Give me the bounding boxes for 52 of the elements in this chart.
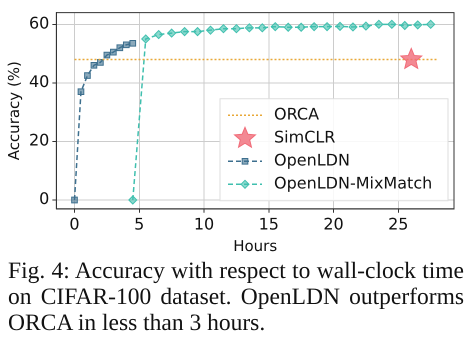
point bbox=[348, 22, 358, 32]
point bbox=[284, 22, 293, 32]
x-tick-label: 15 bbox=[258, 214, 279, 234]
point bbox=[116, 44, 124, 52]
legend-label: ORCA bbox=[274, 104, 320, 124]
y-tick-label: 60 bbox=[29, 13, 50, 32]
point bbox=[400, 48, 422, 69]
point bbox=[374, 20, 384, 29]
point bbox=[400, 20, 410, 30]
point bbox=[361, 22, 370, 31]
point bbox=[193, 27, 202, 36]
x-axis-title: Hours bbox=[233, 236, 278, 255]
legend-label: OpenLDN bbox=[274, 150, 350, 170]
point bbox=[296, 22, 306, 32]
point bbox=[218, 24, 228, 34]
point bbox=[310, 22, 319, 32]
point bbox=[110, 48, 117, 56]
y-tick-label: 0 bbox=[39, 189, 50, 208]
point bbox=[244, 23, 254, 32]
y-axis-title: Accuracy (%) bbox=[4, 61, 23, 160]
x-tick-label: 5 bbox=[134, 214, 144, 234]
point bbox=[84, 72, 91, 79]
legend-label: OpenLDN-MixMatch bbox=[274, 173, 432, 192]
point bbox=[104, 52, 110, 58]
point bbox=[78, 88, 84, 95]
legend-label: SimCLR bbox=[274, 127, 336, 146]
x-tick-label: 10 bbox=[194, 214, 214, 234]
point bbox=[97, 59, 104, 66]
point bbox=[322, 22, 332, 32]
point bbox=[141, 34, 150, 44]
point bbox=[426, 20, 436, 29]
point bbox=[71, 196, 78, 204]
point bbox=[129, 40, 136, 47]
point bbox=[270, 22, 280, 32]
y-tick-label: 40 bbox=[29, 72, 50, 92]
caption: Fig. 4: Accuracy with respect to wall-clock time on CIFAR-100 dataset. OpenLDN outperforms ORCA in less than 3 hours. bbox=[8, 258, 464, 336]
point bbox=[387, 20, 396, 29]
x-tick-label: 0 bbox=[69, 214, 80, 234]
point bbox=[180, 27, 190, 36]
point bbox=[90, 62, 98, 69]
point bbox=[413, 20, 422, 30]
point bbox=[258, 23, 267, 32]
point bbox=[154, 30, 164, 40]
y-tick-label: 20 bbox=[29, 130, 50, 150]
x-tick-label: 25 bbox=[388, 214, 408, 234]
point bbox=[336, 22, 345, 31]
point bbox=[128, 196, 138, 205]
point bbox=[167, 28, 176, 38]
point bbox=[122, 41, 130, 48]
x-tick-label: 20 bbox=[323, 214, 344, 234]
point bbox=[206, 26, 215, 35]
point bbox=[232, 24, 241, 34]
